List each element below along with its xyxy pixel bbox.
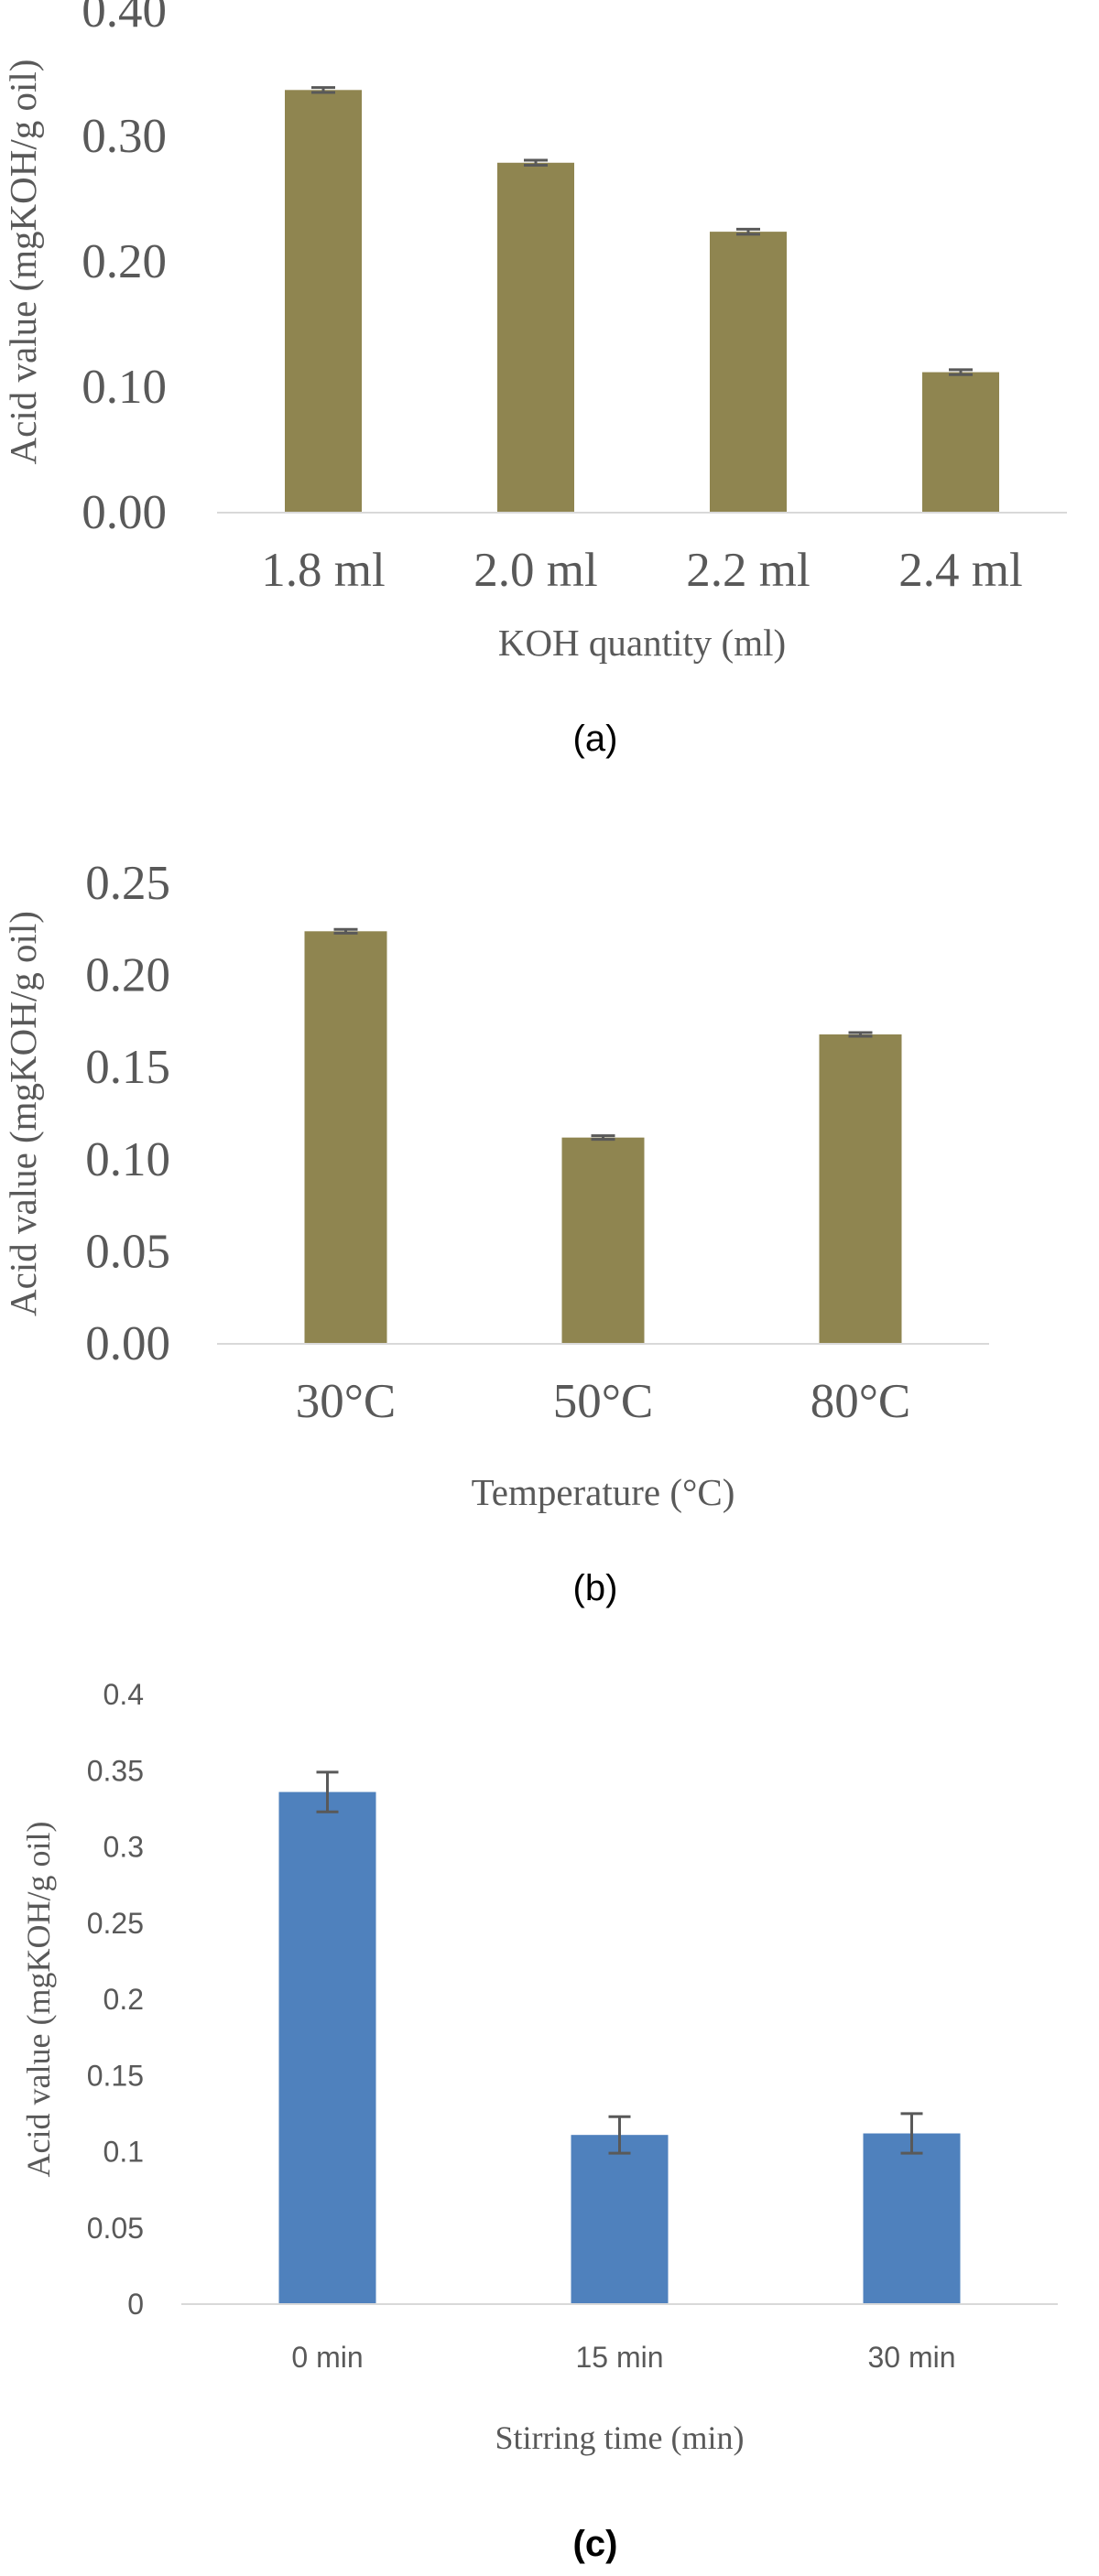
panel-a-y-tick-labels: 0.00 0.10 0.20 0.30 0.40 [82,0,167,539]
bar-3 [819,1034,902,1344]
error-bar-3 [848,1031,873,1038]
x-tick-label: 30 min [867,2341,955,2374]
bar-1 [304,931,387,1344]
error-bar-1 [311,86,335,94]
panel-a-bars [285,90,999,513]
x-tick-label: 1.8 ml [261,544,385,597]
y-tick-label: 0.05 [87,2212,144,2245]
panel-a-y-axis-label: Acid value (mgKOH/g oil) [2,60,44,465]
y-tick-label: 0.3 [103,1831,144,1864]
x-tick-label: 2.2 ml [686,544,810,597]
panel-c-bars [278,1791,961,2304]
bar-1 [278,1791,376,2304]
panel-a-chart: 0.00 0.10 0.20 0.30 0.40 1.8 ml 2.0 ml 2.2 ml 2… [2,0,1067,759]
y-tick-label: 0.10 [85,1133,170,1186]
y-tick-label: 0.30 [82,110,167,163]
y-tick-label: 0.00 [82,486,167,539]
bar-2 [497,162,574,513]
panel-a-x-axis-label: KOH quantity (ml) [498,622,786,664]
panel-a-x-tick-labels: 1.8 ml 2.0 ml 2.2 ml 2.4 ml [261,544,1022,597]
bar-1 [285,90,362,513]
panel-a-caption: (a) [573,719,618,759]
bar-3 [710,232,787,513]
error-bar-1 [333,927,358,935]
panel-c-chart: 0 0.05 0.1 0.15 0.2 0.25 0.3 0.35 0.4 0 min 15 mi… [20,1678,1058,2564]
panel-b-x-tick-labels: 30°C 50°C 80°C [296,1375,911,1428]
bar-4 [922,372,999,513]
error-bar-4 [949,368,973,376]
y-tick-label: 0.20 [82,235,167,288]
bar-3 [863,2133,961,2304]
y-tick-label: 0.2 [103,1983,144,2016]
y-tick-label: 0.15 [87,2059,144,2092]
error-bar-1 [316,1770,339,1813]
y-tick-label: 0.00 [85,1317,170,1370]
panel-b-caption: (b) [573,1568,618,1608]
x-tick-label: 30°C [296,1375,397,1428]
error-bar-2 [524,158,548,168]
panel-b-x-axis-label: Temperature (°C) [472,1471,735,1513]
panel-c-x-axis-label: Stirring time (min) [495,2419,745,2456]
panel-b-bars [304,931,902,1344]
x-tick-label: 80°C [811,1375,911,1428]
error-bar-3 [900,2112,923,2155]
panel-b-y-axis-label: Acid value (mgKOH/g oil) [2,911,44,1316]
panel-c-y-tick-labels: 0 0.05 0.1 0.15 0.2 0.25 0.3 0.35 0.4 [87,1678,144,2321]
panel-c-y-axis-label: Acid value (mgKOH/g oil) [20,1822,57,2178]
y-tick-label: 0.35 [87,1754,144,1787]
bar-2 [571,2135,669,2304]
error-bar-2 [608,2115,631,2155]
x-tick-label: 2.4 ml [898,544,1022,597]
bar-2 [561,1137,645,1344]
y-tick-label: 0.4 [103,1678,144,1711]
error-bar-2 [591,1134,615,1142]
x-tick-label: 50°C [553,1375,654,1428]
y-tick-label: 0 [127,2288,144,2321]
error-bar-3 [736,227,760,236]
y-tick-label: 0.40 [82,0,167,38]
x-tick-label: 2.0 ml [473,544,597,597]
panel-b-y-tick-labels: 0.00 0.05 0.10 0.15 0.20 0.25 [85,857,170,1370]
panel-b-chart: 0.00 0.05 0.10 0.15 0.20 0.25 30°C 50°C 80°C Ac… [2,857,989,1608]
x-tick-label: 15 min [575,2341,663,2374]
y-tick-label: 0.15 [85,1041,170,1094]
y-tick-label: 0.25 [85,857,170,910]
y-tick-label: 0.05 [85,1225,170,1278]
panel-c-x-tick-labels: 0 min 15 min 30 min [291,2341,955,2374]
y-tick-label: 0.20 [85,949,170,1002]
y-tick-label: 0.1 [103,2136,144,2169]
y-tick-label: 0.25 [87,1907,144,1940]
x-tick-label: 0 min [291,2341,363,2374]
panel-c-error-bars [316,1770,923,2155]
panel-a-error-bars [311,86,973,376]
panel-c-caption: (c) [573,2524,618,2564]
panel-b-error-bars [333,927,873,1142]
y-tick-label: 0.10 [82,361,167,414]
